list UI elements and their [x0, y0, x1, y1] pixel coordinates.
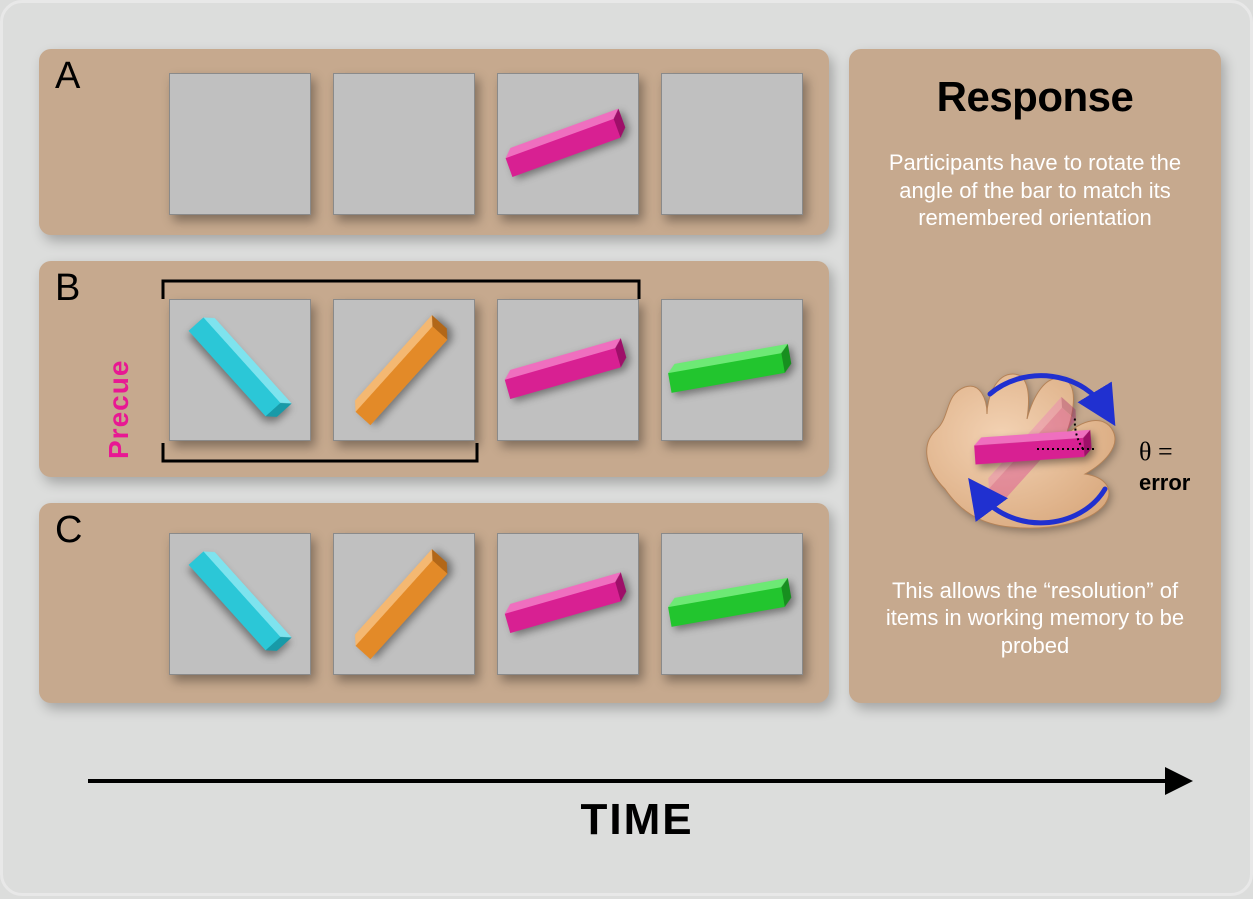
stimulus-bar	[350, 312, 459, 428]
stimulus-bar	[350, 546, 459, 662]
stimulus-square	[661, 533, 803, 675]
stimulus-square	[333, 299, 475, 441]
response-text-bottom: This allows the “resolution” of items in…	[849, 577, 1221, 660]
panel-c: C	[39, 503, 829, 703]
theta-equation: θ = error	[1139, 437, 1221, 497]
stimulus-bar	[667, 577, 798, 631]
response-panel: Response Participants have to rotate the…	[849, 49, 1221, 703]
response-text-top: Participants have to rotate the angle of…	[849, 149, 1221, 232]
stimulus-bar	[503, 107, 633, 181]
stimulus-square	[497, 299, 639, 441]
stimulus-square	[333, 73, 475, 215]
time-label: TIME	[581, 795, 694, 845]
stimulus-square	[169, 299, 311, 441]
stimulus-bar	[667, 343, 798, 397]
stimulus-square	[169, 533, 311, 675]
stimulus-square	[661, 299, 803, 441]
error-label: error	[1139, 470, 1190, 495]
stimulus-bar	[186, 546, 295, 662]
theta-arc	[905, 339, 1165, 539]
figure-stage: A B Precue C Response Participants have …	[0, 0, 1253, 896]
panel-a: A	[39, 49, 829, 235]
panel-b-squares	[169, 299, 803, 441]
panel-c-label: C	[55, 509, 82, 552]
stimulus-bar	[503, 337, 634, 403]
panel-a-label: A	[55, 55, 80, 98]
stimulus-square	[497, 73, 639, 215]
stimulus-square	[497, 533, 639, 675]
stimulus-bar	[503, 571, 634, 637]
equals-sign: =	[1151, 437, 1172, 466]
panel-a-squares	[169, 73, 803, 215]
stimulus-square	[661, 73, 803, 215]
panel-b: B Precue	[39, 261, 829, 477]
theta-symbol: θ	[1139, 437, 1151, 466]
stimulus-square	[333, 533, 475, 675]
stimulus-square	[169, 73, 311, 215]
panel-c-squares	[169, 533, 803, 675]
bracket-bottom	[39, 439, 829, 479]
response-title: Response	[849, 73, 1221, 121]
response-dial	[905, 339, 1165, 539]
stimulus-bar	[186, 312, 295, 428]
